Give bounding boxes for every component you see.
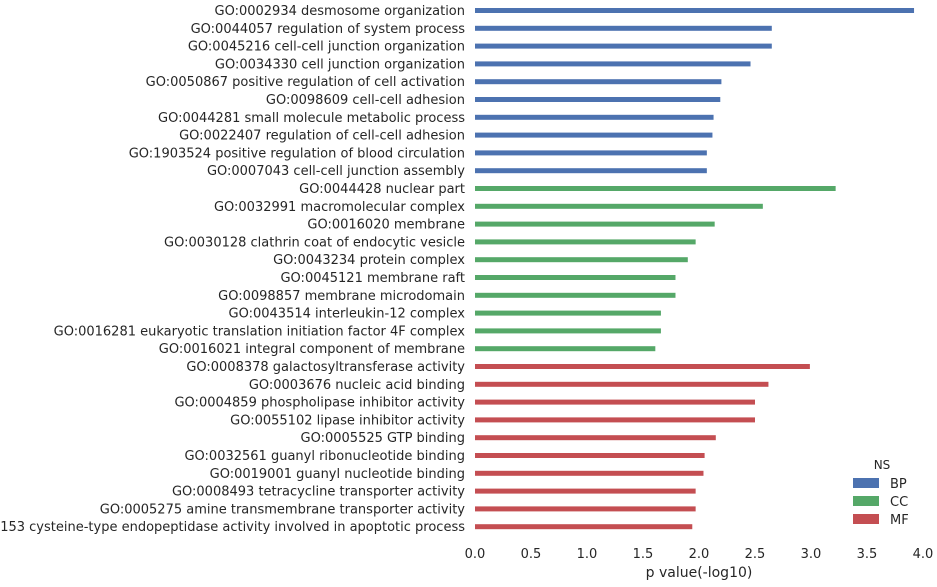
category-label: GO:0003676 nucleic acid binding: [249, 378, 465, 393]
category-label: GO:0097153 cysteine-type endopeptidase a…: [0, 520, 465, 535]
bar-bp: [475, 8, 915, 13]
bar-bp: [475, 25, 772, 31]
x-tick-label: 3.0: [801, 547, 822, 562]
bar-cc: [475, 292, 676, 298]
bar-bp: [475, 168, 707, 174]
bar-mf: [475, 506, 696, 512]
bar-cc: [475, 328, 661, 334]
bar-mf: [475, 399, 755, 405]
x-tick-label: 1.0: [577, 547, 598, 562]
x-axis-ticks: 0.0 0.5 1.0 1.5 2.0 2.5 3.0 3.5 4.0: [465, 547, 934, 562]
bar-mf: [475, 417, 755, 423]
x-tick-label: 0.5: [521, 547, 542, 562]
bar-mf: [475, 435, 716, 441]
legend-swatch-cc: [853, 496, 879, 506]
x-axis-title: p value(-log10): [646, 565, 753, 581]
category-label: GO:1903524 positive regulation of blood …: [129, 146, 465, 161]
category-label: GO:0044281 small molecule metabolic proc…: [158, 111, 465, 126]
category-label: GO:0019001 guanyl nucleotide binding: [210, 467, 465, 482]
category-label: GO:0032561 guanyl ribonucleotide binding: [184, 449, 465, 464]
category-label: GO:0002934 desmosome organization: [215, 4, 465, 19]
category-label: GO:0050867 positive regulation of cell a…: [146, 75, 465, 90]
category-label: GO:0045216 cell-cell junction organizati…: [188, 40, 465, 55]
category-label: GO:0034330 cell junction organization: [215, 57, 465, 72]
bar-mf: [475, 453, 705, 458]
category-label: GO:0007043 cell-cell junction assembly: [207, 164, 465, 179]
category-label: GO:0098857 membrane microdomain: [218, 289, 465, 304]
bar-cc: [475, 203, 763, 209]
x-tick-label: 3.5: [857, 547, 878, 562]
bar-cc: [475, 186, 836, 191]
x-tick-label: 4.0: [913, 547, 934, 562]
legend-label-mf: MF: [890, 513, 909, 528]
category-label: GO:0044428 nuclear part: [299, 182, 465, 197]
category-label: GO:0004859 phospholipase inhibitor activ…: [174, 396, 465, 411]
category-label: GO:0016020 membrane: [307, 218, 465, 233]
legend-swatch-mf: [853, 514, 879, 524]
legend: NS BP CC MF: [853, 458, 909, 528]
category-labels: GO:0002934 desmosome organization GO:0044…: [0, 4, 465, 535]
x-tick-label: 0.0: [465, 547, 486, 562]
category-label: GO:0043234 protein complex: [273, 253, 465, 268]
category-label: GO:0030128 clathrin coat of endocytic ve…: [164, 235, 465, 250]
category-label: GO:0098609 cell-cell adhesion: [266, 93, 465, 108]
bar-mf: [475, 488, 696, 494]
bar-cc: [475, 346, 656, 352]
bar-mf: [475, 524, 693, 530]
category-label: GO:0043514 interleukin-12 complex: [229, 307, 466, 322]
bar-bp: [475, 43, 772, 49]
bar-bp: [475, 114, 714, 120]
category-label: GO:0045121 membrane raft: [280, 271, 465, 286]
category-label: GO:0044057 regulation of system process: [191, 22, 466, 37]
bar-mf: [475, 381, 769, 387]
bar-cc: [475, 257, 688, 263]
bar-bp: [475, 150, 707, 156]
x-tick-label: 2.0: [689, 547, 710, 562]
category-label: GO:0032991 macromolecular complex: [214, 200, 465, 215]
bar-cc: [475, 275, 676, 280]
x-tick-label: 1.5: [633, 547, 654, 562]
bar-mf: [475, 364, 810, 369]
bar-bp: [475, 61, 751, 67]
bars-layer: [475, 8, 915, 530]
category-label: GO:0016281 eukaryotic translation initia…: [54, 324, 466, 339]
category-label: GO:0008378 galactosyltransferase activit…: [186, 360, 465, 375]
category-label: GO:0022407 regulation of cell-cell adhes…: [179, 129, 465, 144]
bar-mf: [475, 470, 704, 476]
bar-cc: [475, 239, 696, 245]
category-label: GO:0008493 tetracycline transporter acti…: [172, 485, 465, 500]
bar-bp: [475, 79, 722, 85]
bar-bp: [475, 132, 713, 138]
bar-bp: [475, 97, 721, 102]
x-tick-label: 2.5: [745, 547, 766, 562]
legend-label-cc: CC: [890, 495, 908, 510]
category-label: GO:0005525 GTP binding: [301, 431, 465, 446]
category-label: GO:0016021 integral component of membran…: [159, 342, 465, 357]
legend-swatch-bp: [853, 478, 879, 488]
legend-label-bp: BP: [890, 477, 907, 492]
bar-cc: [475, 221, 715, 227]
legend-entries: BP CC MF: [853, 477, 909, 528]
bar-cc: [475, 310, 661, 316]
category-label: GO:0055102 lipase inhibitor activity: [230, 413, 465, 428]
category-label: GO:0005275 amine transmembrane transport…: [100, 502, 466, 517]
legend-title: NS: [874, 458, 891, 472]
